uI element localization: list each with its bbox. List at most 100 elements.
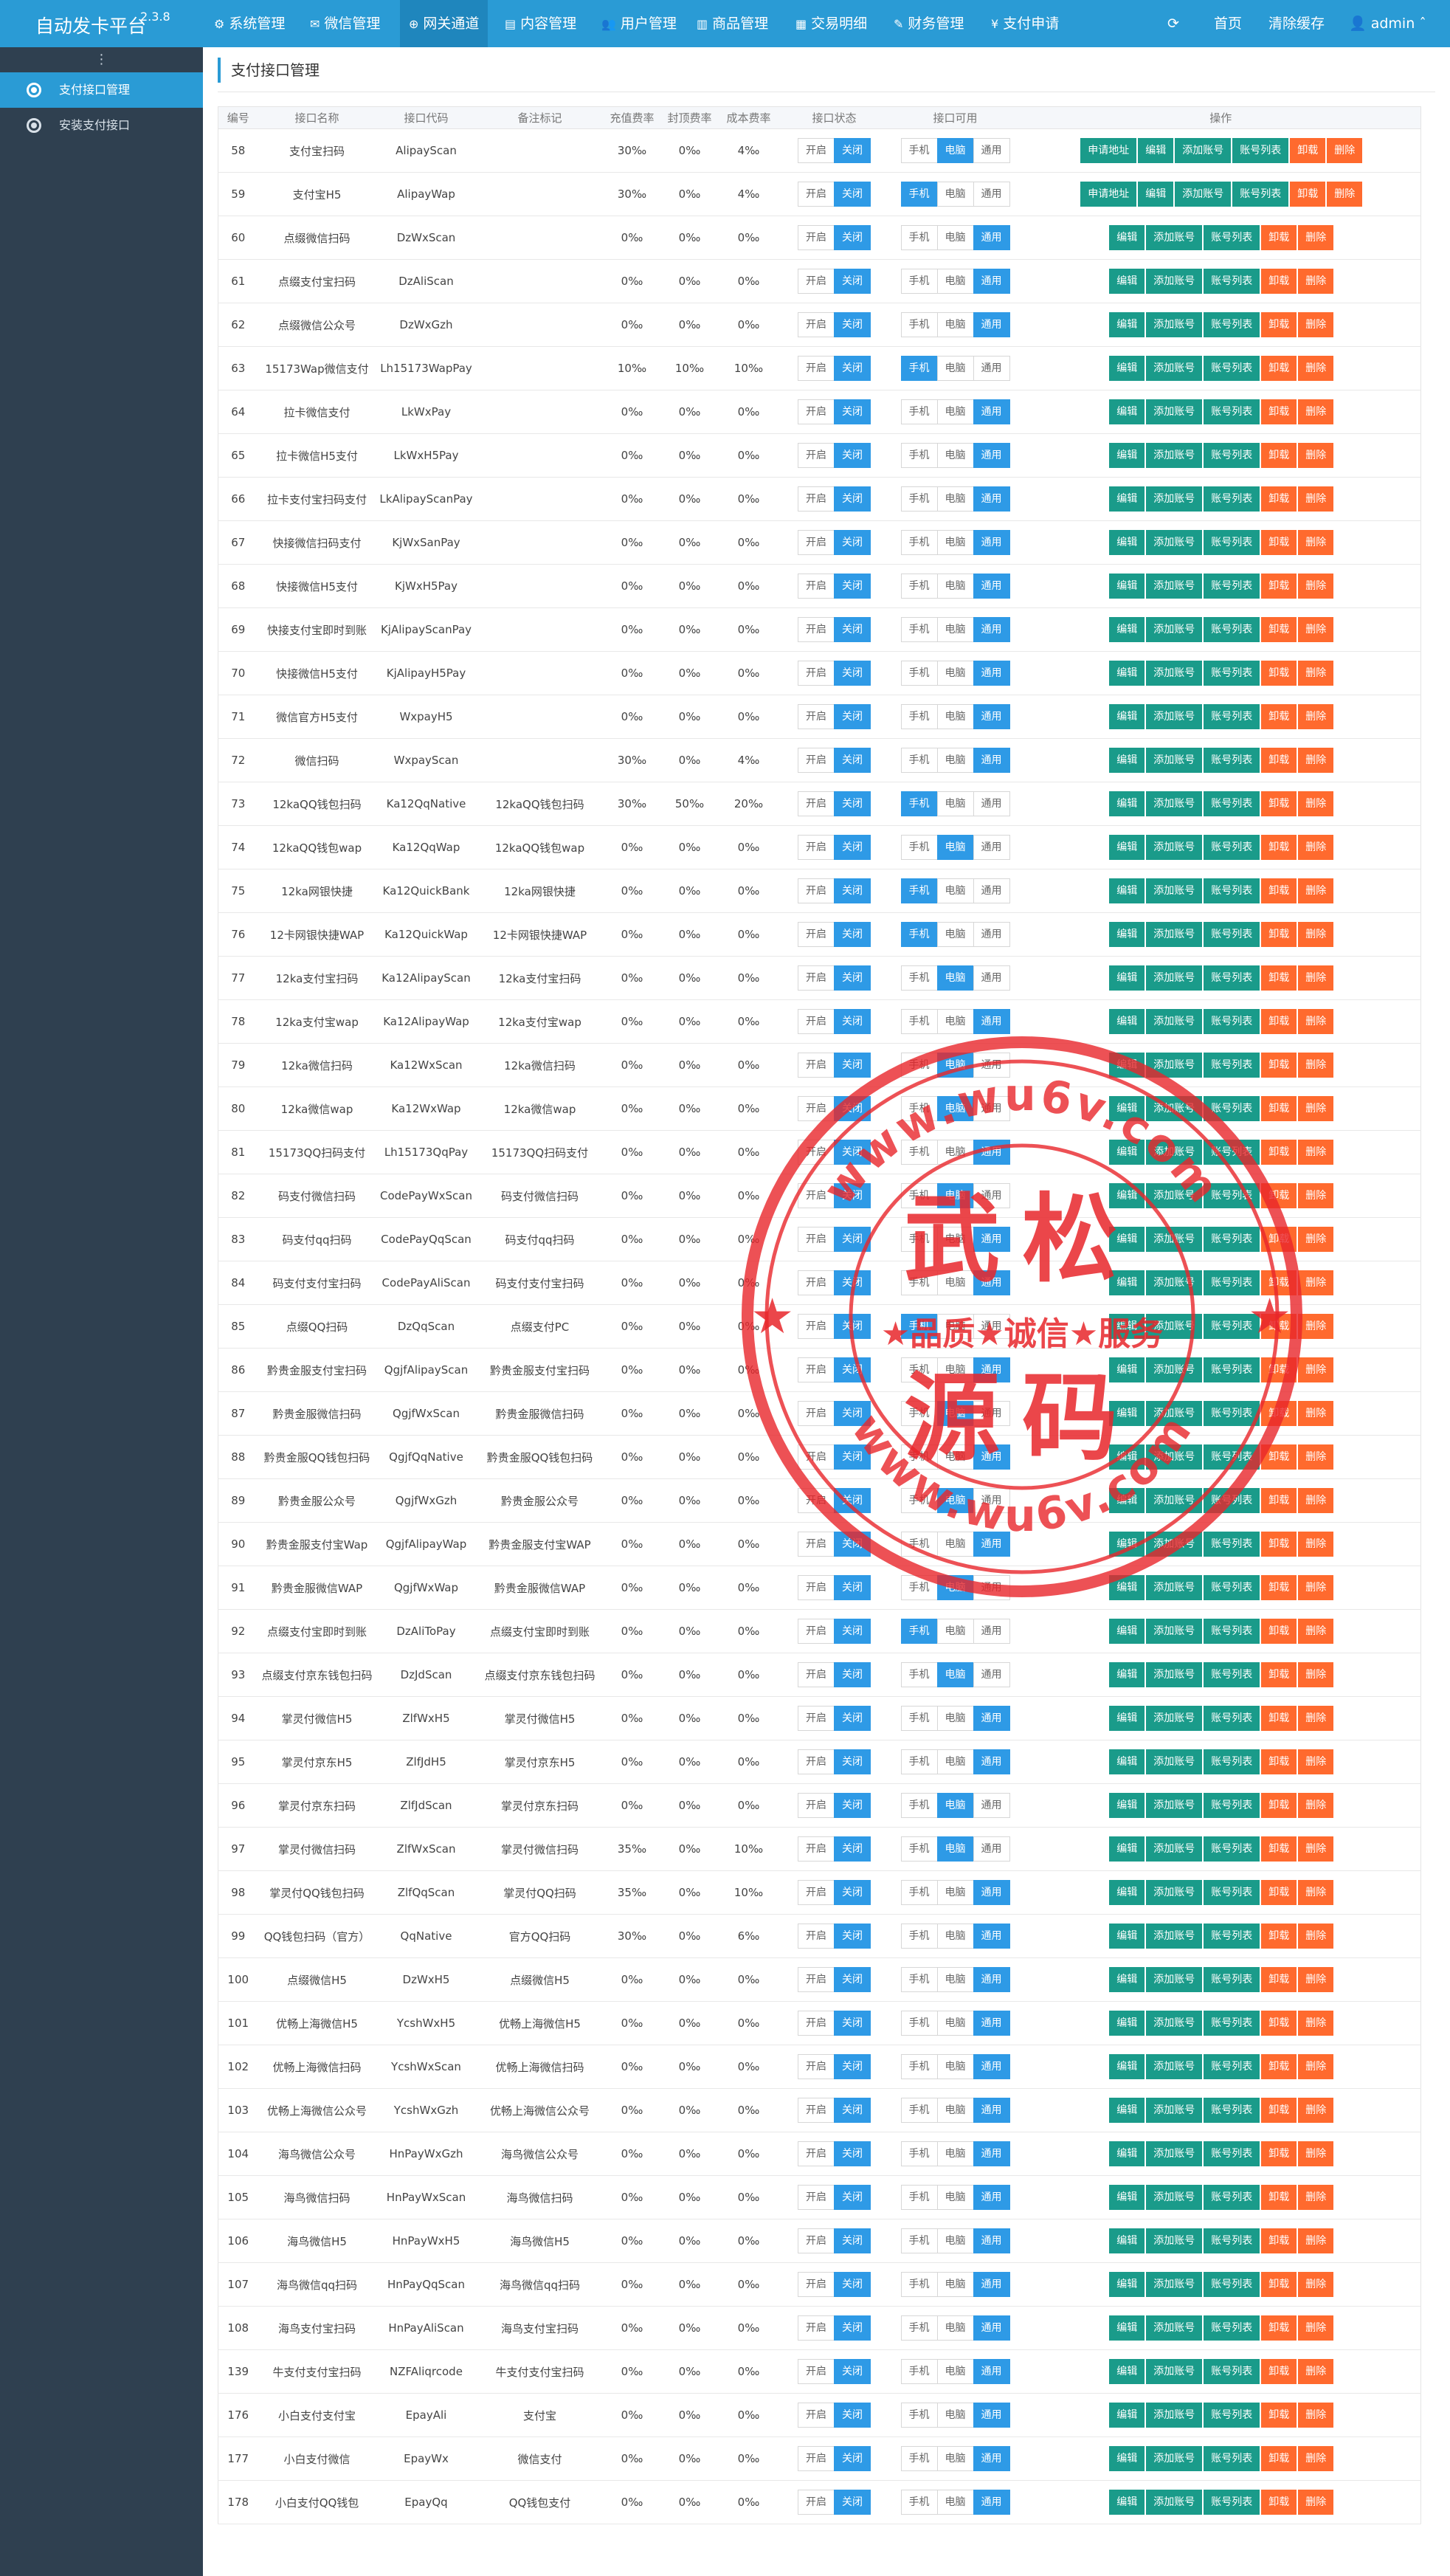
edit-button[interactable]: 编辑 (1109, 2359, 1145, 2384)
avail-pc-button[interactable]: 电脑 (936, 1749, 974, 1774)
status-close-button[interactable]: 关闭 (834, 1532, 871, 1557)
avail-mobile-button[interactable]: 手机 (900, 443, 938, 468)
avail-general-button[interactable]: 通用 (973, 2228, 1010, 2253)
edit-button[interactable]: 编辑 (1109, 1357, 1145, 1382)
status-open-button[interactable]: 开启 (798, 138, 835, 163)
nav-item-2[interactable]: ⊕ 网关通道 (400, 0, 488, 47)
avail-mobile-button[interactable]: 手机 (900, 225, 938, 250)
status-close-button[interactable]: 关闭 (834, 1749, 871, 1774)
account-list-button[interactable]: 账号列表 (1204, 1140, 1260, 1165)
avail-general-button[interactable]: 通用 (973, 1444, 1010, 1470)
delete-button[interactable]: 删除 (1298, 1532, 1334, 1557)
status-close-button[interactable]: 关闭 (834, 2359, 871, 2384)
delete-button[interactable]: 删除 (1298, 1706, 1334, 1731)
uninstall-button[interactable]: 卸载 (1261, 312, 1297, 337)
add-account-button[interactable]: 添加账号 (1146, 1401, 1203, 1426)
status-close-button[interactable]: 关闭 (834, 2446, 871, 2471)
edit-button[interactable]: 编辑 (1109, 1662, 1145, 1687)
avail-mobile-button[interactable]: 手机 (900, 835, 938, 860)
account-list-button[interactable]: 账号列表 (1232, 138, 1289, 163)
avail-general-button[interactable]: 通用 (973, 1836, 1010, 1862)
avail-mobile-button[interactable]: 手机 (900, 1357, 938, 1382)
delete-button[interactable]: 删除 (1327, 182, 1363, 207)
avail-general-button[interactable]: 通用 (973, 486, 1010, 512)
avail-pc-button[interactable]: 电脑 (936, 1053, 974, 1078)
account-list-button[interactable]: 账号列表 (1204, 1662, 1260, 1687)
edit-button[interactable]: 编辑 (1109, 2185, 1145, 2210)
avail-pc-button[interactable]: 电脑 (936, 1619, 974, 1644)
avail-pc-button[interactable]: 电脑 (936, 1793, 974, 1818)
avail-general-button[interactable]: 通用 (973, 1227, 1010, 1252)
avail-pc-button[interactable]: 电脑 (936, 356, 974, 381)
edit-button[interactable]: 编辑 (1109, 1096, 1145, 1121)
delete-button[interactable]: 删除 (1298, 2141, 1334, 2166)
avail-mobile-button[interactable]: 手机 (900, 1444, 938, 1470)
status-close-button[interactable]: 关闭 (834, 574, 871, 599)
uninstall-button[interactable]: 卸载 (1261, 2141, 1297, 2166)
avail-pc-button[interactable]: 电脑 (936, 791, 974, 816)
avail-mobile-button[interactable]: 手机 (900, 1183, 938, 1208)
edit-button[interactable]: 编辑 (1109, 2011, 1145, 2036)
edit-button[interactable]: 编辑 (1109, 1488, 1145, 1513)
avail-mobile-button[interactable]: 手机 (900, 661, 938, 686)
status-close-button[interactable]: 关闭 (834, 2403, 871, 2428)
add-account-button[interactable]: 添加账号 (1146, 1270, 1203, 1295)
delete-button[interactable]: 删除 (1298, 1140, 1334, 1165)
add-account-button[interactable]: 添加账号 (1146, 443, 1203, 468)
avail-general-button[interactable]: 通用 (973, 443, 1010, 468)
uninstall-button[interactable]: 卸载 (1261, 2446, 1297, 2471)
apply-address-button[interactable]: 申请地址 (1080, 138, 1137, 163)
account-list-button[interactable]: 账号列表 (1204, 574, 1260, 599)
uninstall-button[interactable]: 卸载 (1261, 1444, 1297, 1470)
status-close-button[interactable]: 关闭 (834, 922, 871, 947)
add-account-button[interactable]: 添加账号 (1146, 965, 1203, 991)
avail-mobile-button[interactable]: 手机 (900, 1706, 938, 1731)
avail-mobile-button[interactable]: 手机 (900, 1662, 938, 1687)
account-list-button[interactable]: 账号列表 (1204, 1924, 1260, 1949)
status-open-button[interactable]: 开启 (798, 1053, 835, 1078)
delete-button[interactable]: 删除 (1327, 138, 1363, 163)
status-open-button[interactable]: 开启 (798, 1880, 835, 1905)
account-list-button[interactable]: 账号列表 (1204, 2011, 1260, 2036)
uninstall-button[interactable]: 卸载 (1261, 1270, 1297, 1295)
avail-mobile-button[interactable]: 手机 (900, 1227, 938, 1252)
edit-button[interactable]: 编辑 (1109, 574, 1145, 599)
add-account-button[interactable]: 添加账号 (1146, 2359, 1203, 2384)
account-list-button[interactable]: 账号列表 (1204, 1096, 1260, 1121)
edit-button[interactable]: 编辑 (1109, 2403, 1145, 2428)
status-open-button[interactable]: 开启 (798, 1227, 835, 1252)
status-open-button[interactable]: 开启 (798, 225, 835, 250)
avail-pc-button[interactable]: 电脑 (936, 2403, 974, 2428)
edit-button[interactable]: 编辑 (1109, 225, 1145, 250)
account-list-button[interactable]: 账号列表 (1204, 1619, 1260, 1644)
avail-pc-button[interactable]: 电脑 (936, 2185, 974, 2210)
status-open-button[interactable]: 开启 (798, 2315, 835, 2341)
edit-button[interactable]: 编辑 (1109, 1401, 1145, 1426)
nav-item-3[interactable]: ▤ 内容管理 (505, 0, 576, 47)
sidebar-toggle[interactable]: ⋮ (0, 47, 203, 72)
status-close-button[interactable]: 关闭 (834, 2272, 871, 2297)
status-close-button[interactable]: 关闭 (834, 1967, 871, 1992)
edit-button[interactable]: 编辑 (1109, 1924, 1145, 1949)
edit-button[interactable]: 编辑 (1109, 530, 1145, 555)
uninstall-button[interactable]: 卸载 (1261, 748, 1297, 773)
add-account-button[interactable]: 添加账号 (1146, 1836, 1203, 1862)
uninstall-button[interactable]: 卸载 (1261, 661, 1297, 686)
add-account-button[interactable]: 添加账号 (1146, 399, 1203, 424)
account-list-button[interactable]: 账号列表 (1204, 269, 1260, 294)
status-close-button[interactable]: 关闭 (834, 704, 871, 729)
uninstall-button[interactable]: 卸载 (1261, 2011, 1297, 2036)
status-close-button[interactable]: 关闭 (834, 2315, 871, 2341)
avail-mobile-button[interactable]: 手机 (900, 1488, 938, 1513)
avail-mobile-button[interactable]: 手机 (900, 1836, 938, 1862)
avail-pc-button[interactable]: 电脑 (936, 748, 974, 773)
avail-general-button[interactable]: 通用 (973, 1009, 1010, 1034)
avail-pc-button[interactable]: 电脑 (936, 1357, 974, 1382)
account-list-button[interactable]: 账号列表 (1204, 1836, 1260, 1862)
account-list-button[interactable]: 账号列表 (1204, 2054, 1260, 2079)
avail-pc-button[interactable]: 电脑 (936, 1140, 974, 1165)
add-account-button[interactable]: 添加账号 (1146, 2403, 1203, 2428)
status-close-button[interactable]: 关闭 (834, 1053, 871, 1078)
avail-mobile-button[interactable]: 手机 (900, 1096, 938, 1121)
status-open-button[interactable]: 开启 (798, 530, 835, 555)
